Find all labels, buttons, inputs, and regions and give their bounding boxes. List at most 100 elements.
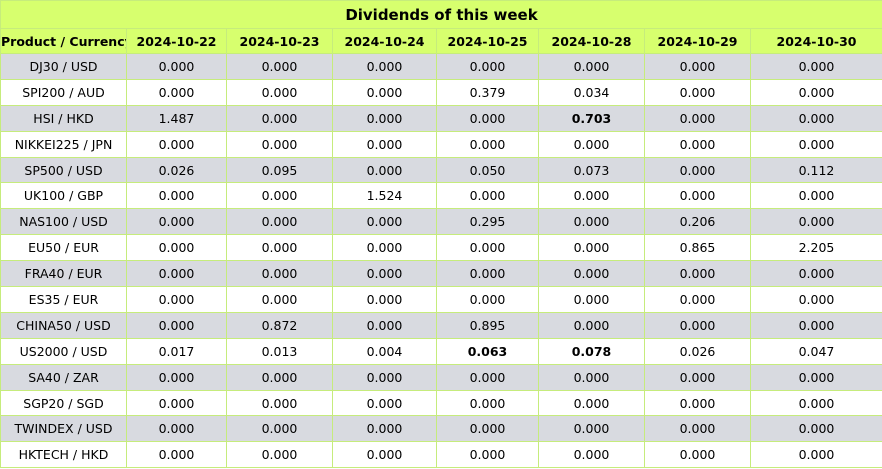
dividend-cell: 0.026 bbox=[644, 337, 751, 365]
dividend-cell: 0.000 bbox=[226, 415, 333, 443]
dividend-cell: 0.000 bbox=[436, 182, 539, 210]
product-cell: SPI200 / AUD bbox=[0, 78, 127, 106]
dividend-cell: 0.000 bbox=[226, 441, 333, 469]
dividend-cell: 0.034 bbox=[538, 78, 645, 106]
dividend-cell: 0.000 bbox=[332, 53, 437, 80]
header-cell: 2024-10-23 bbox=[226, 28, 333, 54]
dividend-cell: 0.000 bbox=[644, 104, 751, 132]
table-row: SA40 / ZAR 0.000 0.000 0.000 0.000 0.000 0.000… bbox=[0, 363, 882, 391]
dividend-cell: 0.000 bbox=[226, 53, 333, 80]
header-row: Product / Currency 2024-10-22 2024-10-23 20… bbox=[0, 28, 882, 54]
dividend-cell: 0.000 bbox=[644, 156, 751, 184]
product-cell: HKTECH / HKD bbox=[0, 441, 127, 469]
dividend-cell: 0.000 bbox=[126, 234, 227, 262]
header-cell: Product / Currency bbox=[0, 28, 127, 54]
header-cell: 2024-10-30 bbox=[750, 28, 882, 54]
dividend-cell: 0.000 bbox=[644, 130, 751, 158]
dividend-cell: 0.000 bbox=[538, 441, 645, 469]
product-cell: UK100 / GBP bbox=[0, 182, 127, 210]
dividend-cell: 0.000 bbox=[332, 104, 437, 132]
dividend-cell: 0.000 bbox=[436, 389, 539, 417]
dividend-cell: 0.000 bbox=[332, 78, 437, 106]
table-row: NIKKEI225 / JPN 0.000 0.000 0.000 0.000 0.000… bbox=[0, 130, 882, 158]
dividend-cell: 0.895 bbox=[436, 311, 539, 339]
table-row: EU50 / EUR 0.000 0.000 0.000 0.000 0.000 0.865… bbox=[0, 234, 882, 262]
product-cell: DJ30 / USD bbox=[0, 53, 127, 80]
dividend-cell: 0.000 bbox=[126, 260, 227, 288]
dividend-cell: 0.000 bbox=[538, 389, 645, 417]
dividend-cell: 0.000 bbox=[538, 260, 645, 288]
dividend-cell: 0.000 bbox=[436, 286, 539, 313]
dividend-cell: 0.000 bbox=[538, 53, 645, 80]
dividend-cell: 0.000 bbox=[332, 208, 437, 236]
dividend-cell: 0.000 bbox=[538, 130, 645, 158]
dividend-cell: 0.000 bbox=[436, 441, 539, 469]
dividend-cell: 0.000 bbox=[436, 130, 539, 158]
dividend-cell: 0.000 bbox=[126, 286, 227, 313]
header-cell: 2024-10-28 bbox=[538, 28, 645, 54]
table-row: TWINDEX / USD 0.000 0.000 0.000 0.000 0.000 0.… bbox=[0, 415, 882, 443]
table-row: SGP20 / SGD 0.000 0.000 0.000 0.000 0.000 0.00… bbox=[0, 389, 882, 417]
product-cell: EU50 / EUR bbox=[0, 234, 127, 262]
dividend-cell: 0.000 bbox=[126, 389, 227, 417]
dividend-cell: 0.013 bbox=[226, 337, 333, 365]
dividend-cell: 0.000 bbox=[644, 260, 751, 288]
dividend-cell: 0.000 bbox=[750, 78, 882, 106]
dividend-cell: 0.000 bbox=[750, 130, 882, 158]
product-cell: SP500 / USD bbox=[0, 156, 127, 184]
dividend-cell: 0.000 bbox=[436, 234, 539, 262]
dividend-cell: 0.000 bbox=[644, 286, 751, 313]
dividend-cell: 0.000 bbox=[126, 311, 227, 339]
dividend-cell: 0.000 bbox=[750, 415, 882, 443]
dividend-cell: 0.000 bbox=[332, 311, 437, 339]
dividend-cell: 0.379 bbox=[436, 78, 539, 106]
dividend-cell: 0.872 bbox=[226, 311, 333, 339]
dividend-cell: 0.000 bbox=[226, 286, 333, 313]
dividend-cell: 0.000 bbox=[226, 260, 333, 288]
dividend-cell: 0.000 bbox=[644, 441, 751, 469]
dividend-cell: 0.000 bbox=[126, 182, 227, 210]
table-row: HKTECH / HKD 0.000 0.000 0.000 0.000 0.000 0.0… bbox=[0, 441, 882, 469]
dividend-cell: 0.000 bbox=[644, 363, 751, 391]
dividend-cell: 0.078 bbox=[538, 337, 645, 365]
header-cell: 2024-10-22 bbox=[126, 28, 227, 54]
table-row: US2000 / USD 0.017 0.013 0.004 0.063 0.078 0.0… bbox=[0, 337, 882, 365]
dividend-cell: 0.000 bbox=[750, 260, 882, 288]
dividend-cell: 0.000 bbox=[750, 286, 882, 313]
dividend-cell: 0.000 bbox=[750, 363, 882, 391]
dividend-cell: 0.703 bbox=[538, 104, 645, 132]
dividend-cell: 0.000 bbox=[332, 363, 437, 391]
table-row: ES35 / EUR 0.000 0.000 0.000 0.000 0.000 0.000… bbox=[0, 286, 882, 313]
dividend-cell: 0.073 bbox=[538, 156, 645, 184]
dividend-cell: 0.000 bbox=[538, 208, 645, 236]
dividend-cell: 0.000 bbox=[436, 363, 539, 391]
dividend-cell: 0.000 bbox=[126, 415, 227, 443]
header-cell: 2024-10-29 bbox=[644, 28, 751, 54]
product-cell: HSI / HKD bbox=[0, 104, 127, 132]
dividend-cell: 0.206 bbox=[644, 208, 751, 236]
dividend-cell: 0.000 bbox=[126, 130, 227, 158]
dividend-cell: 0.000 bbox=[644, 389, 751, 417]
table-body: DJ30 / USD 0.000 0.000 0.000 0.000 0.000 0.000… bbox=[0, 53, 882, 469]
dividend-cell: 1.487 bbox=[126, 104, 227, 132]
dividend-cell: 0.026 bbox=[126, 156, 227, 184]
dividend-cell: 0.000 bbox=[644, 78, 751, 106]
table-row: NAS100 / USD 0.000 0.000 0.000 0.295 0.000 0.2… bbox=[0, 208, 882, 236]
header-cell: 2024-10-25 bbox=[436, 28, 539, 54]
dividend-cell: 0.112 bbox=[750, 156, 882, 184]
dividend-cell: 0.047 bbox=[750, 337, 882, 365]
product-cell: SGP20 / SGD bbox=[0, 389, 127, 417]
dividend-cell: 0.004 bbox=[332, 337, 437, 365]
product-cell: ES35 / EUR bbox=[0, 286, 127, 313]
dividend-cell: 0.295 bbox=[436, 208, 539, 236]
dividend-cell: 0.095 bbox=[226, 156, 333, 184]
header-cell: 2024-10-24 bbox=[332, 28, 437, 54]
dividend-cell: 0.000 bbox=[226, 389, 333, 417]
dividend-cell: 0.063 bbox=[436, 337, 539, 365]
dividend-cell: 0.000 bbox=[126, 208, 227, 236]
dividend-cell: 0.000 bbox=[750, 53, 882, 80]
dividend-cell: 0.000 bbox=[126, 78, 227, 106]
table-row: FRA40 / EUR 0.000 0.000 0.000 0.000 0.000 0.00… bbox=[0, 260, 882, 288]
